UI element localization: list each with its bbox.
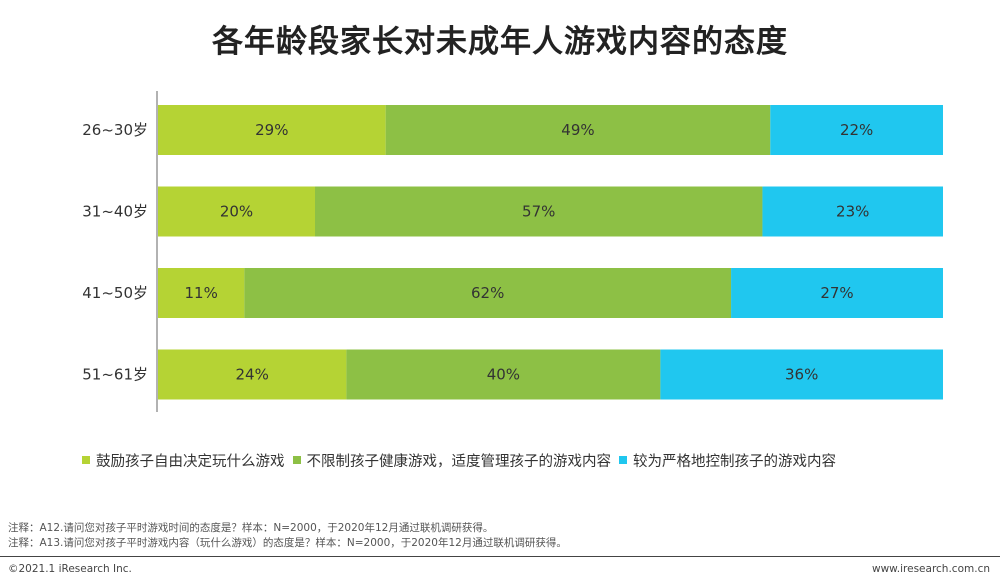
bar-0-1 — [158, 186, 315, 237]
data-label-0-3: 24% — [236, 366, 269, 384]
note-a12: 注释：A12.请问您对孩子平时游戏时间的态度是？样本：N=2000，于2020年… — [8, 522, 494, 534]
note-a13: 注释：A13.请问您对孩子平时游戏内容（玩什么游戏）的态度是？样本：N=2000… — [8, 537, 567, 549]
website-text: www.iresearch.com.cn — [871, 563, 990, 575]
data-label-2-1: 23% — [836, 203, 869, 221]
chart-title: 各年龄段家长对未成年人游戏内容的态度 — [212, 24, 788, 60]
data-label-1-0: 49% — [561, 121, 594, 139]
data-label-0-1: 20% — [220, 203, 253, 221]
data-label-2-2: 27% — [820, 284, 853, 302]
bar-0-3 — [158, 349, 347, 400]
legend: 鼓励孩子自由决定玩什么游戏 不限制孩子健康游戏，适度管理孩子的游戏内容 较为严格… — [82, 449, 844, 471]
category-label-1: 31~40岁 — [82, 203, 148, 221]
legend-item-0: 鼓励孩子自由决定玩什么游戏 — [82, 450, 285, 471]
footer-divider — [0, 556, 1000, 557]
bar-0-0 — [158, 105, 386, 155]
legend-label-2: 较为严格地控制孩子的游戏内容 — [633, 453, 836, 470]
data-label-1-2: 62% — [471, 284, 504, 302]
data-label-2-3: 36% — [785, 366, 818, 384]
category-label-0: 26~30岁 — [82, 121, 148, 139]
legend-swatch-2 — [619, 456, 627, 464]
data-label-0-2: 11% — [185, 284, 218, 302]
bars-group: 29% 49% 22% 20% 57% 23% 11% 62% 27% 24% 40% 36% — [158, 105, 943, 400]
legend-swatch-0 — [82, 456, 90, 464]
legend-label-0: 鼓励孩子自由决定玩什么游戏 — [96, 453, 285, 470]
legend-label-1: 不限制孩子健康游戏，适度管理孩子的游戏内容 — [306, 453, 612, 470]
notes: 注释：A12.请问您对孩子平时游戏时间的态度是？样本：N=2000，于2020年… — [8, 521, 567, 551]
bar-1-1 — [315, 186, 763, 237]
category-label-2: 41~50岁 — [82, 284, 148, 302]
category-labels-group: 26~30岁 31~40岁 41~50岁 51~61岁 — [82, 121, 148, 384]
bar-1-3 — [346, 349, 661, 400]
data-label-0-0: 29% — [255, 121, 288, 139]
bar-2-3 — [660, 349, 943, 400]
bar-2-1 — [762, 186, 943, 237]
data-label-1-1: 57% — [522, 203, 555, 221]
category-label-3: 51~61岁 — [82, 366, 148, 384]
bar-2-0 — [770, 105, 943, 155]
data-label-1-3: 40% — [487, 366, 520, 384]
bar-0-2 — [158, 268, 245, 318]
legend-item-1: 不限制孩子健康游戏，适度管理孩子的游戏内容 — [292, 450, 612, 471]
legend-item-2: 较为严格地控制孩子的游戏内容 — [619, 450, 836, 471]
data-label-2-0: 22% — [840, 121, 873, 139]
copyright-text: ©2021.1 iResearch Inc. — [8, 563, 132, 575]
bar-1-0 — [385, 105, 771, 155]
bar-2-2 — [731, 268, 943, 318]
legend-swatch-1 — [292, 456, 301, 464]
bar-1-2 — [244, 268, 732, 318]
stacked-bar-chart: 29% 49% 22% 20% 57% 23% 11% 62% 27% 24% 40% 36% 26~… — [82, 91, 943, 412]
